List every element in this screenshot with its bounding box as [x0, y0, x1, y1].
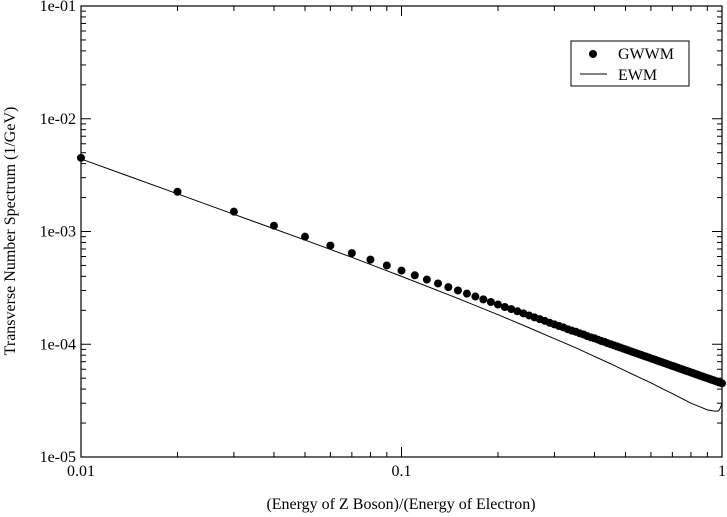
x-tick-labels: 0.01 0.1 1 — [67, 463, 726, 480]
gwwm-point — [462, 289, 471, 298]
y-tick-label: 1e-02 — [40, 111, 76, 128]
gwwm-point — [500, 303, 509, 311]
gwwm-point — [173, 187, 182, 196]
gwwm-point — [326, 241, 335, 250]
gwwm-point — [493, 300, 502, 309]
legend-box — [570, 40, 690, 87]
legend: GWWM EWM — [570, 40, 690, 87]
gwwm-point — [366, 255, 375, 264]
gwwm-point — [397, 266, 406, 275]
series-gwwm — [77, 153, 726, 388]
gwwm-point — [444, 283, 453, 292]
gwwm-point — [301, 232, 310, 241]
legend-label-ewm: EWM — [618, 67, 657, 84]
gwwm-point — [434, 279, 443, 288]
x-tick-label: 1 — [718, 463, 726, 480]
y-tick-label: 1e-05 — [40, 449, 76, 466]
gwwm-point — [410, 271, 419, 280]
legend-marker-gwwm — [589, 50, 597, 58]
y-tick-label: 1e-03 — [40, 224, 76, 241]
gwwm-point — [77, 153, 85, 162]
gwwm-point — [507, 305, 516, 314]
gwwm-point — [422, 275, 431, 284]
gwwm-point — [453, 286, 462, 295]
gwwm-point — [269, 221, 278, 230]
y-tick-label: 1e-04 — [40, 336, 76, 353]
ewm-line — [80, 158, 723, 412]
gwwm-point — [479, 295, 488, 304]
y-tick-labels: 1e-05 1e-04 1e-03 1e-02 1e-01 — [40, 0, 76, 466]
gwwm-point — [229, 207, 238, 216]
gwwm-point — [471, 292, 480, 301]
y-tick-label: 1e-01 — [40, 0, 76, 15]
x-tick-label: 0.1 — [392, 463, 412, 480]
y-axis-title: Transverse Number Spectrum (1/GeV) — [2, 107, 19, 356]
x-tick-label: 0.01 — [67, 463, 95, 480]
axis-ticks — [80, 5, 723, 458]
x-axis-title: (Energy of Z Boson)/(Energy of Electron) — [266, 496, 535, 513]
series-ewm — [80, 158, 723, 412]
gwwm-point — [382, 261, 391, 270]
gwwm-point — [718, 379, 726, 388]
gwwm-point — [347, 249, 356, 258]
gwwm-point — [486, 298, 495, 306]
legend-label-gwwm: GWWM — [618, 46, 674, 63]
